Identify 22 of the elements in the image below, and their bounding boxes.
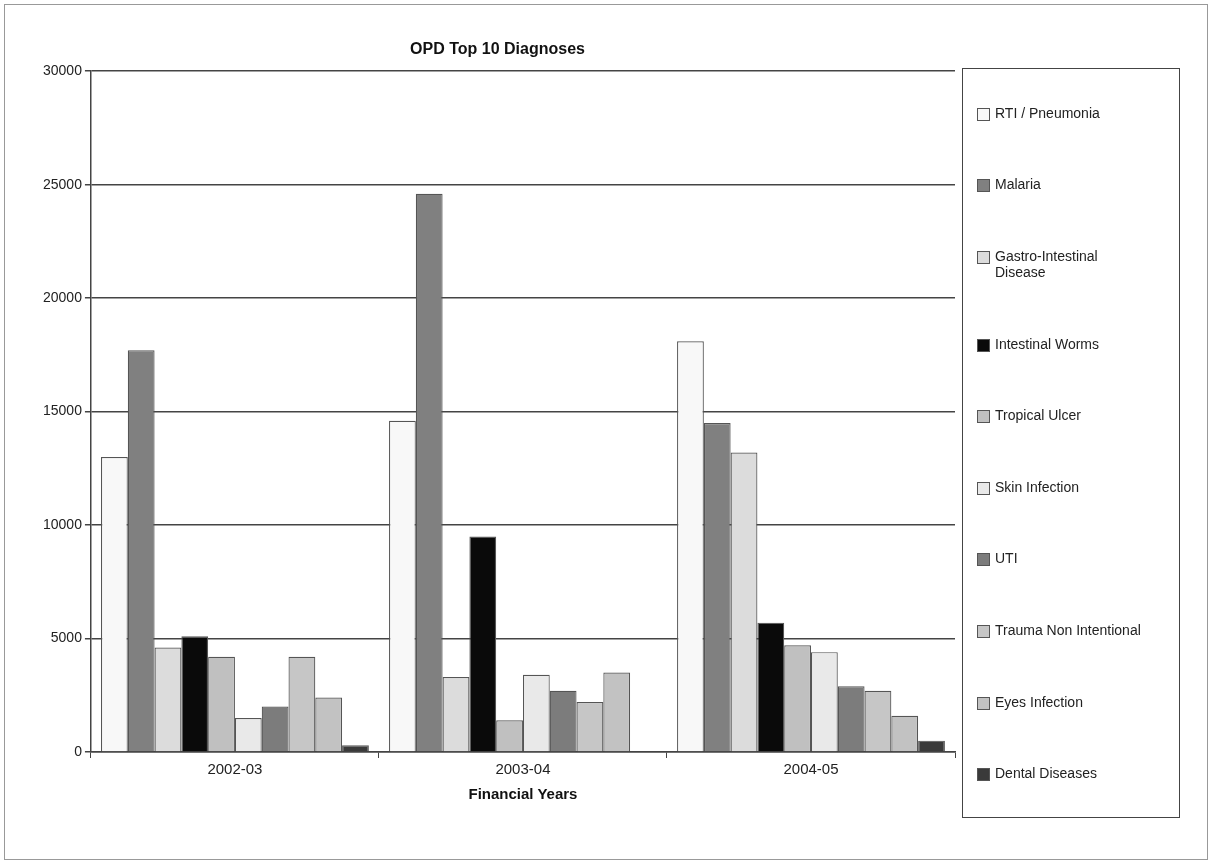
- y-tick-label: 25000: [42, 175, 83, 192]
- x-tick-label: 2003-04: [495, 760, 551, 778]
- legend-label: Dental Diseases: [995, 765, 1097, 782]
- legend-label: Eyes Infection: [995, 693, 1083, 710]
- legend-label: Gastro-Intestinal Disease: [995, 247, 1099, 280]
- y-tick-label: 20000: [42, 288, 83, 305]
- legend-label: Skin Infection: [995, 478, 1080, 495]
- legend-label: Intestinal Worms: [995, 335, 1099, 352]
- chart-title: OPD Top 10 Diagnoses: [410, 40, 586, 58]
- legend-label: UTI: [995, 550, 1018, 567]
- y-tick-label: 0: [74, 742, 83, 759]
- y-tick-label: 30000: [42, 62, 83, 79]
- y-tick-label: 5000: [50, 629, 83, 646]
- text: RTI / Pneumonia: [995, 104, 1100, 121]
- y-tick-label: 10000: [42, 515, 83, 532]
- legend-label: Tropical Ulcer: [995, 407, 1081, 424]
- legend-label: Trauma Non Intentional: [995, 621, 1141, 638]
- y-tick-label: 15000: [42, 402, 83, 419]
- x-tick-label: 2002-03: [207, 760, 263, 778]
- x-axis-title: Financial Years: [468, 785, 578, 803]
- legend-label: Malaria: [995, 176, 1041, 193]
- x-tick-label: 2004-05: [783, 760, 839, 778]
